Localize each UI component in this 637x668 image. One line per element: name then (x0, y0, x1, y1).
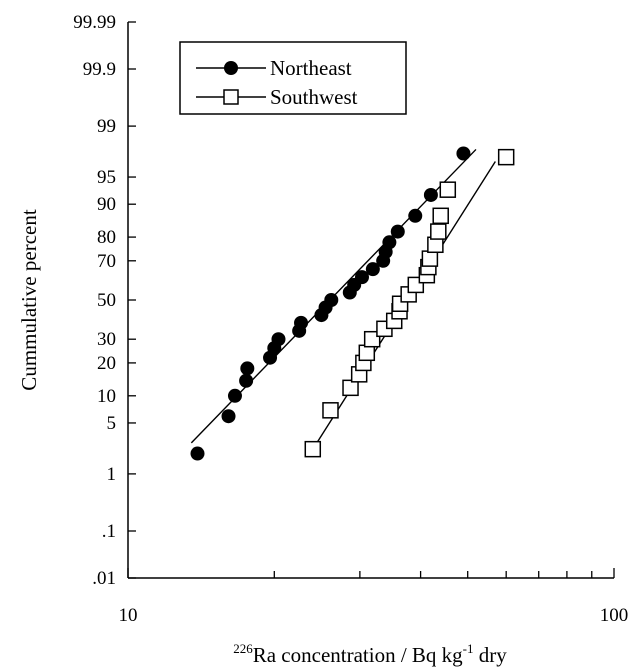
southwest-point (421, 250, 439, 267)
legend: Northeast Southwest (179, 41, 407, 115)
northeast-point (324, 293, 339, 307)
y-tick-label: 1 (107, 464, 117, 485)
northeast-point (239, 373, 254, 388)
legend-northeast-label: Northeast (270, 56, 352, 80)
data-points (190, 146, 515, 461)
x-axis-ticks: 10 100 (119, 568, 629, 626)
x-axis-title: 226Ra concentration / Bq kg-1 dry (233, 641, 507, 667)
northeast-point (221, 409, 236, 424)
northeast-point (423, 187, 438, 202)
southwest-point (430, 223, 447, 240)
southwest-point (439, 181, 457, 198)
y-tick-label: 50 (97, 290, 116, 311)
y-tick-label: 99.9 (83, 59, 116, 80)
x-tick-label: 10 (119, 605, 138, 626)
southwest-point (363, 330, 381, 348)
northeast-point (456, 146, 471, 161)
y-tick-label: .01 (92, 568, 116, 589)
northeast-point (240, 361, 255, 376)
southwest-point (358, 344, 376, 362)
y-tick-label: 30 (97, 329, 116, 350)
y-tick-label: 10 (97, 386, 116, 407)
legend-northeast-marker (224, 61, 238, 75)
southwest-point (432, 207, 449, 225)
x-axis-title-suffix: dry (474, 643, 508, 667)
legend-southwest-label: Southwest (270, 85, 358, 109)
southwest-point (342, 379, 359, 397)
legend-box (179, 41, 407, 115)
y-tick-label: 99.99 (73, 12, 116, 33)
x-axis-title-main: Ra concentration / Bq kg (253, 643, 463, 667)
northeast-point (354, 270, 369, 285)
y-tick-label: 70 (97, 251, 116, 272)
y-tick-label: 99 (97, 116, 116, 137)
y-tick-label: 80 (97, 227, 116, 248)
southwest-point (304, 440, 322, 458)
northeast-point (365, 262, 380, 277)
y-tick-label: 90 (97, 194, 116, 215)
southwest-point (497, 148, 515, 166)
northeast-point (382, 235, 397, 250)
southwest-point (322, 402, 339, 419)
y-axis-title: Cummulative percent (17, 209, 41, 391)
x-axis-title-isotope: 226 (233, 641, 253, 656)
x-axis-title-exponent: -1 (463, 641, 474, 656)
northeast-point (227, 388, 242, 403)
northeast-point (408, 208, 423, 223)
y-tick-label: 5 (107, 413, 117, 434)
y-tick-label: 20 (97, 353, 116, 374)
legend-southwest-marker (223, 89, 239, 105)
y-axis-ticks: .01 .1 1 5 10 20 30 50 70 80 90 95 99 99.9 99.99 (73, 12, 136, 589)
y-tick-label: .1 (102, 521, 116, 542)
northeast-point (190, 446, 205, 461)
y-tick-label: 95 (97, 167, 116, 188)
northeast-point (271, 332, 286, 347)
plot-area: .01 .1 1 5 10 20 30 50 70 80 90 95 99 99.9 99.99 10 100 (73, 12, 628, 626)
northeast-point (294, 315, 309, 330)
northeast-point (390, 224, 405, 239)
x-tick-label: 100 (600, 605, 629, 626)
